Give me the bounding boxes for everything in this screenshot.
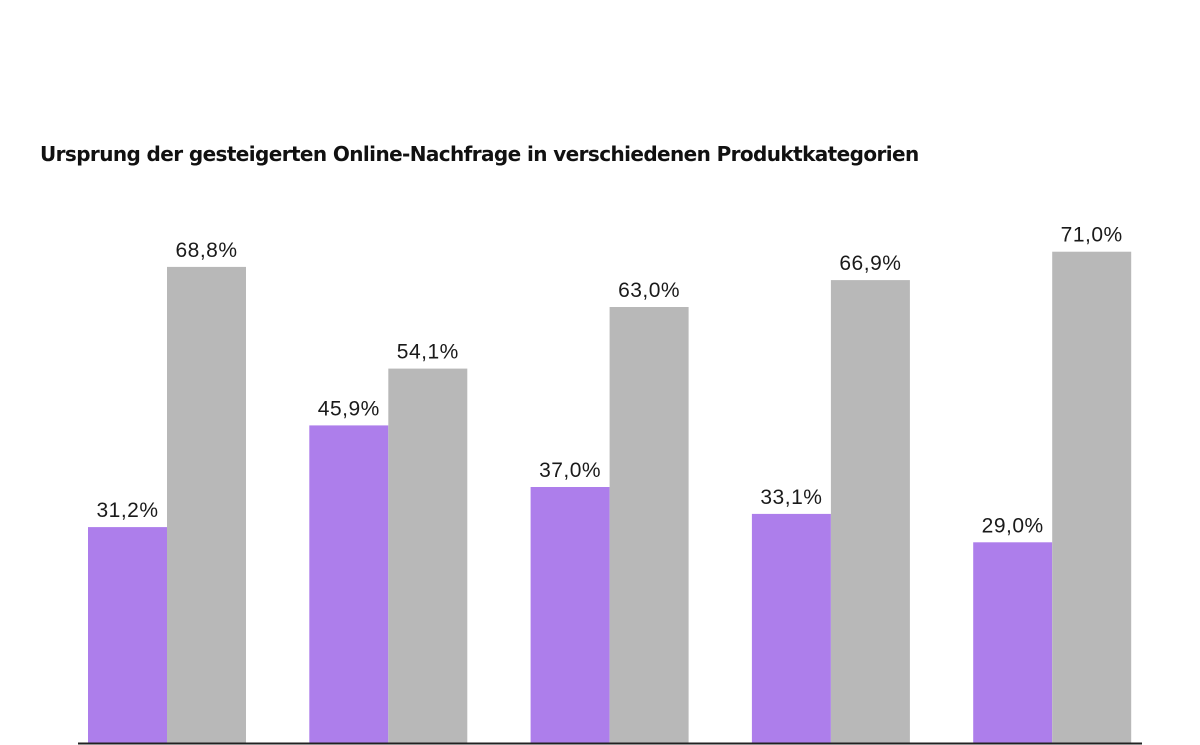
data-label-group1-series1: 31,2% [96, 499, 158, 522]
bar-group3-series2 [609, 307, 689, 743]
data-label-group4-series1: 33,1% [760, 486, 822, 509]
chart-title: Ursprung der gesteigerten Online-Nachfra… [40, 142, 919, 166]
bar-group3-series1 [530, 487, 610, 743]
bar-group4-series1 [751, 513, 831, 743]
data-label-group3-series2: 63,0% [618, 279, 680, 302]
data-label-group5-series1: 29,0% [982, 514, 1044, 537]
bar-group2-series2 [388, 368, 468, 743]
bar-group5-series2 [1052, 251, 1132, 743]
data-label-group1-series2: 68,8% [175, 239, 237, 262]
data-label-group5-series2: 71,0% [1061, 224, 1123, 247]
data-label-group4-series2: 66,9% [839, 252, 901, 275]
data-labels-layer: 31,2% 68,8% 45,9% 54,1% 37,0% 63,0% 33,1% 66,9%… [96, 224, 1122, 538]
bar-group1-series2 [167, 266, 246, 743]
bar-group1-series1 [88, 527, 167, 743]
bar-group2-series1 [309, 425, 389, 743]
data-label-group2-series2: 54,1% [397, 341, 459, 364]
bar-group5-series1 [973, 542, 1053, 743]
data-label-group2-series1: 45,9% [318, 397, 380, 420]
data-label-group3-series1: 37,0% [539, 459, 601, 482]
bar-group4-series2 [830, 280, 910, 743]
bars-layer [88, 251, 1132, 743]
